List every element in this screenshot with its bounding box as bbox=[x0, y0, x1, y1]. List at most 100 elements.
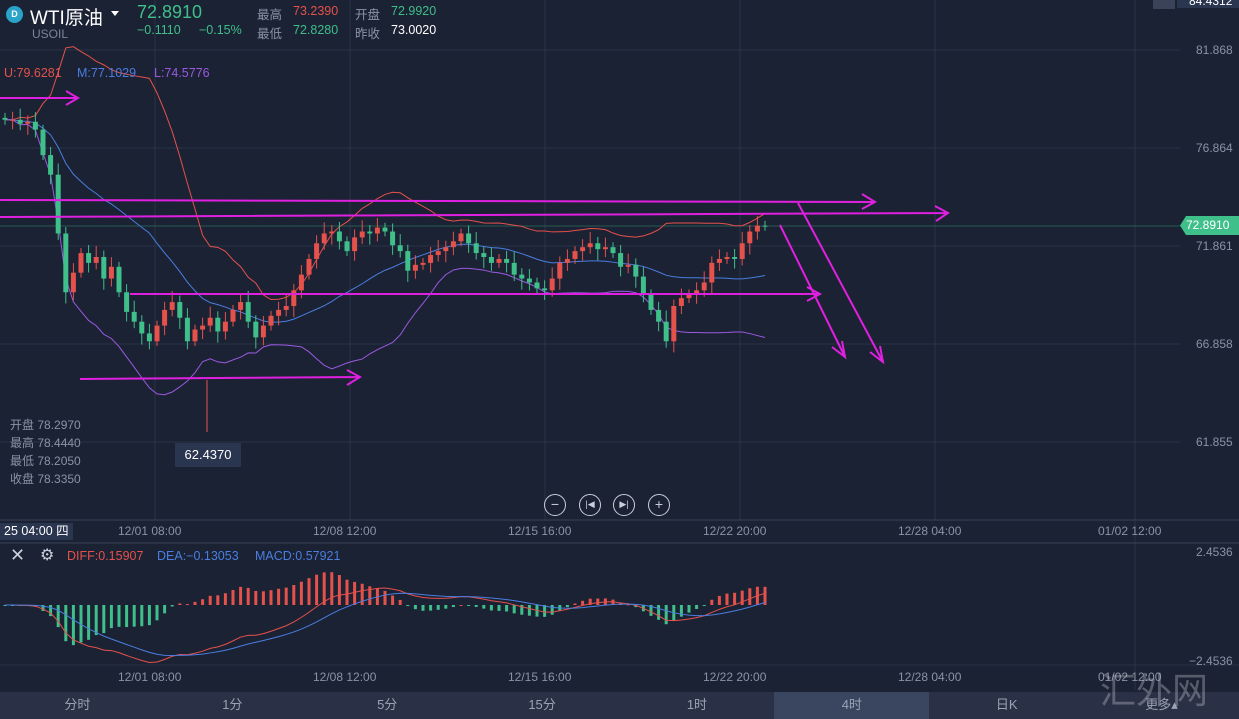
macd-histogram-bar bbox=[679, 605, 683, 617]
macd-histogram-bar bbox=[512, 605, 516, 614]
last-price: 72.8910 bbox=[137, 2, 203, 22]
macd-histogram-bar bbox=[543, 605, 547, 617]
macd-histogram-bar bbox=[565, 605, 569, 608]
candle-body bbox=[435, 251, 441, 256]
candle-body bbox=[359, 231, 365, 238]
candle-body bbox=[458, 233, 464, 242]
macd-histogram-bar bbox=[413, 605, 417, 610]
macd-histogram-bar bbox=[284, 587, 288, 605]
time-tick: 12/01 08:00 bbox=[118, 524, 182, 538]
close-indicator-icon[interactable]: ✕ bbox=[10, 545, 26, 565]
time-tick: 12/22 20:00 bbox=[703, 524, 767, 538]
candle-body bbox=[336, 231, 342, 242]
tab-fenshi[interactable]: 分时 bbox=[64, 697, 91, 712]
candle-body bbox=[162, 309, 168, 326]
time-cursor-label: 25 04:00 四 bbox=[0, 523, 73, 540]
macd-histogram-bar bbox=[421, 605, 425, 611]
macd-histogram-bar bbox=[315, 574, 319, 605]
current-price-label: 72.8910 bbox=[1180, 216, 1239, 235]
candle-body bbox=[245, 302, 251, 322]
candle-body bbox=[686, 294, 692, 299]
macd-histogram-bar bbox=[117, 605, 121, 627]
candle-body bbox=[314, 243, 320, 259]
scroll-back-button[interactable]: |◀ bbox=[579, 494, 601, 516]
candle-body bbox=[192, 329, 198, 342]
chevron-down-icon[interactable] bbox=[111, 11, 119, 16]
bell-icon[interactable] bbox=[1153, 0, 1175, 9]
macd-histogram-bar bbox=[132, 605, 136, 627]
macd-histogram-bar bbox=[79, 605, 83, 643]
time-tick: 01/02 12:00 bbox=[1098, 524, 1162, 538]
candle-body bbox=[625, 264, 631, 267]
candle-body bbox=[169, 302, 175, 310]
symbol-title[interactable]: WTI原油 bbox=[30, 8, 103, 29]
crosshair-open: 开盘 78.2970 bbox=[10, 418, 81, 432]
macd-histogram-bar bbox=[748, 588, 752, 605]
macd-histogram-bar bbox=[261, 591, 265, 605]
tab-4h[interactable]: 4时 bbox=[774, 692, 930, 719]
macd-histogram-bar bbox=[125, 605, 129, 628]
tab-1min[interactable]: 1分 bbox=[222, 697, 243, 712]
price-tick: 76.864 bbox=[1196, 141, 1233, 155]
macd-histogram-bar bbox=[634, 605, 638, 608]
macd-histogram-bar bbox=[573, 603, 577, 605]
candle-body bbox=[534, 282, 540, 289]
macd-histogram-bar bbox=[71, 605, 75, 646]
candle-body bbox=[154, 325, 160, 342]
candle-body bbox=[10, 119, 16, 121]
macd-histogram-bar bbox=[102, 605, 106, 634]
zoom-in-button[interactable]: + bbox=[648, 494, 670, 516]
macd-histogram-bar bbox=[49, 605, 53, 617]
candle-body bbox=[139, 321, 145, 334]
tab-1h[interactable]: 1时 bbox=[686, 697, 708, 712]
price-change: −0.1110 bbox=[137, 23, 181, 37]
candle-body bbox=[549, 278, 555, 291]
candle-body bbox=[238, 302, 244, 310]
candle-body bbox=[131, 311, 137, 322]
crosshair-low: 最低 78.2050 bbox=[10, 454, 81, 468]
candle-body bbox=[276, 309, 282, 316]
candle-body bbox=[344, 241, 350, 252]
candle-body bbox=[321, 233, 327, 244]
boll-middle: M:77.1029 bbox=[77, 66, 137, 80]
candle-body bbox=[762, 225, 768, 227]
candle-body bbox=[253, 321, 259, 338]
boll-upper-line bbox=[5, 46, 766, 301]
candle-body bbox=[108, 266, 114, 279]
high-value: 73.2390 bbox=[293, 4, 339, 18]
candle-body bbox=[405, 251, 411, 271]
candle-body bbox=[63, 233, 69, 293]
candle-body bbox=[283, 305, 289, 310]
macd-histogram-bar bbox=[87, 605, 91, 640]
candle-body bbox=[709, 262, 715, 283]
candle-body bbox=[367, 231, 373, 234]
macd-histogram-bar bbox=[717, 595, 721, 605]
macd-histogram-bar bbox=[269, 590, 273, 605]
macd-histogram-bar bbox=[687, 605, 691, 613]
trend-drawings[interactable] bbox=[0, 90, 950, 386]
macd-histogram-bar bbox=[246, 587, 250, 605]
macd-histogram-bar bbox=[170, 605, 174, 607]
price-change-pct: −0.15% bbox=[199, 23, 242, 37]
candle-body bbox=[298, 274, 304, 291]
candle-body bbox=[580, 247, 586, 252]
macd-histogram-bar bbox=[505, 605, 509, 612]
tab-daily[interactable]: 日K bbox=[995, 697, 1018, 712]
tab-more[interactable]: 更多▴ bbox=[1145, 697, 1178, 712]
tab-15min[interactable]: 15分 bbox=[528, 697, 556, 712]
candle-body bbox=[260, 325, 266, 338]
macd-histogram-bar bbox=[208, 595, 212, 605]
scroll-forward-button[interactable]: ▶| bbox=[613, 494, 635, 516]
candle-body bbox=[663, 321, 669, 342]
settings-gear-icon[interactable]: ⚙ bbox=[40, 547, 55, 564]
candle-body bbox=[32, 121, 38, 130]
time-tick: 12/01 08:00 bbox=[118, 670, 182, 684]
macd-histogram-bar bbox=[733, 592, 737, 605]
macd-histogram-bar bbox=[41, 605, 45, 611]
candle-body bbox=[420, 262, 426, 265]
macd-histogram-bar bbox=[330, 572, 334, 605]
macd-histogram-bar bbox=[550, 605, 554, 615]
tab-5min[interactable]: 5分 bbox=[377, 697, 398, 712]
zoom-out-button[interactable]: − bbox=[544, 494, 566, 516]
